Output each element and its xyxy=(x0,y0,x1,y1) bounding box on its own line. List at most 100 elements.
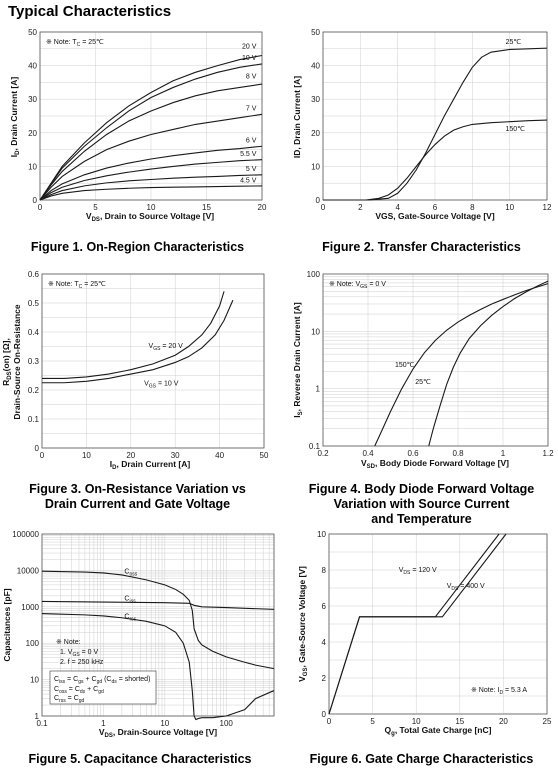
fig4-xtick-label: 0.6 xyxy=(407,449,419,458)
fig3-curves xyxy=(42,291,234,384)
fig1-xtick-label: 5 xyxy=(93,203,98,212)
fig4-xtick-label: 1 xyxy=(501,449,506,458)
fig1-series-line-2 xyxy=(39,83,263,201)
fig4-xtick-label: 0.2 xyxy=(317,449,329,458)
fig4-ytick-label: 10 xyxy=(311,327,320,336)
fig6-xtick-label: 5 xyxy=(370,717,375,726)
fig5-ylabel: Capacitances [pF] xyxy=(2,588,12,661)
fig1-ytick-label: 40 xyxy=(28,62,37,71)
fig3-ylabel-line1: RDS(on) [Ω], xyxy=(1,338,13,386)
fig4-series-line-1 xyxy=(428,280,549,447)
fig6-xtick-label: 10 xyxy=(412,717,421,726)
fig3-ytick-label: 0 xyxy=(35,444,40,453)
fig2-ytick-label: 10 xyxy=(311,162,320,171)
fig5-note-line2: 1. VGS = 0 V xyxy=(60,649,99,658)
fig6-series-label-1: VDS = 400 V xyxy=(447,583,485,592)
fig3-xtick-label: 10 xyxy=(82,451,91,460)
fig3-series-line-0 xyxy=(42,291,225,379)
figure-3-caption: Figure 3. On-Resistance Variation vs Dra… xyxy=(0,482,275,512)
fig1-ylabel: ID, Drain Current [A] xyxy=(9,77,21,158)
fig6-xlabel: Qg, Total Gate Charge [nC] xyxy=(385,725,492,737)
fig6-series-label-0: VDS = 120 V xyxy=(399,567,437,576)
fig1-series-line-7 xyxy=(39,185,263,201)
fig1-series-label-2: 8 V xyxy=(246,74,257,81)
fig3-xtick-label: 50 xyxy=(260,451,269,460)
fig1-series-label-1: 10 V xyxy=(242,55,257,62)
fig4-ticks: 0.2 0.4 0.6 0.8 1 1.2 0.1 1 10 100 xyxy=(307,270,554,458)
fig1-xlabel: VDS, Drain to Source Voltage [V] xyxy=(86,211,214,223)
fig1-series-line-1 xyxy=(39,63,263,201)
fig5-xtick-label: 100 xyxy=(220,719,234,728)
fig2-ytick-label: 30 xyxy=(311,95,320,104)
fig3-note: ※ Note: TC = 25℃ xyxy=(48,281,106,290)
fig5-legend-box: Ciss = Cgs + Cgd (Cds = shorted) Coss = … xyxy=(49,670,157,705)
fig6-xtick-label: 15 xyxy=(455,717,464,726)
fig2-plot-frame xyxy=(322,31,548,201)
fig3-ytick-label: 0.5 xyxy=(28,299,40,308)
fig2-xtick-label: 10 xyxy=(505,203,514,212)
fig1-series-line-5 xyxy=(39,159,263,201)
fig2-xlabel: VGS, Gate-Source Voltage [V] xyxy=(375,211,495,221)
fig5-plot-frame xyxy=(41,533,275,717)
fig2-ylabel: ID, Drain Current [A] xyxy=(292,76,302,158)
fig1-ticks: 0 5 10 15 20 0 10 20 30 40 50 xyxy=(28,28,267,212)
fig2-ytick-label: 40 xyxy=(311,62,320,71)
fig3-xtick-label: 0 xyxy=(40,451,45,460)
fig4-ytick-label: 0.1 xyxy=(309,442,321,451)
fig1-ytick-label: 20 xyxy=(28,129,37,138)
fig2-ytick-label: 20 xyxy=(311,129,320,138)
fig3-plot-frame xyxy=(41,273,265,449)
fig1-series-label-4: 6 V xyxy=(246,138,257,145)
fig1-grid xyxy=(39,31,263,201)
fig5-legend-ciss: Ciss = Cgs + Cgd (Cds = shorted) xyxy=(54,676,150,685)
fig6-grid xyxy=(328,533,548,715)
fig1-note: ※ Note: TC = 25℃ xyxy=(46,39,104,48)
fig2-xtick-label: 4 xyxy=(395,203,400,212)
fig2-ytick-label: 50 xyxy=(311,28,320,37)
fig6-curves xyxy=(328,533,507,715)
fig6-ytick-label: 6 xyxy=(322,602,327,611)
fig1-series-label-3: 7 V xyxy=(246,106,257,113)
fig3-series-line-1 xyxy=(42,299,234,384)
figure-5-caption: Figure 5. Capacitance Characteristics xyxy=(28,752,252,766)
figure-4-caption: Figure 4. Body Diode Forward Voltage Var… xyxy=(285,482,558,527)
fig1-ytick-label: 30 xyxy=(28,95,37,104)
fig5-series-line-1 xyxy=(41,600,275,610)
fig5-ytick-label: 1 xyxy=(35,712,40,721)
page-title: Typical Characteristics xyxy=(8,3,172,20)
figure-4-chart: 0.2 0.4 0.6 0.8 1 1.2 0.1 1 10 100 ※ Note: VGS = … xyxy=(292,270,554,470)
fig2-series-label-1: 150℃ xyxy=(505,126,525,133)
fig5-legend-crss: Crss = Cgd xyxy=(54,695,85,704)
fig5-ytick-label: 100000 xyxy=(12,530,39,539)
fig2-series-line-0 xyxy=(323,47,548,201)
fig3-ytick-label: 0.6 xyxy=(28,270,40,279)
fig5-ytick-label: 10 xyxy=(30,676,39,685)
fig3-ytick-label: 0.3 xyxy=(28,357,40,366)
fig5-xtick-label: 1 xyxy=(101,719,106,728)
fig1-series-line-3 xyxy=(39,113,263,201)
fig4-xtick-label: 0.4 xyxy=(362,449,374,458)
fig3-ticks: 0 10 20 30 40 50 0 0.1 0.2 0.3 0.4 0.5 0.6 xyxy=(28,270,269,460)
fig3-series-label-0: VGS = 20 V xyxy=(149,343,184,352)
fig3-xtick-label: 20 xyxy=(126,451,135,460)
fig2-ticks: 0 2 4 6 8 10 12 0 10 20 30 40 50 xyxy=(311,28,552,212)
fig3-grid xyxy=(41,273,265,449)
fig5-ytick-label: 1000 xyxy=(21,603,39,612)
fig3-ytick-label: 0.2 xyxy=(28,386,40,395)
fig3-series-label-1: VGS = 10 V xyxy=(144,381,179,390)
figure-6-caption: Figure 6. Gate Charge Characteristics xyxy=(309,752,534,766)
fig2-xtick-label: 0 xyxy=(321,203,326,212)
fig5-legend-coss: Coss = Cds + Cgd xyxy=(54,686,104,695)
fig2-xtick-label: 2 xyxy=(358,203,363,212)
fig1-ytick-label: 50 xyxy=(28,28,37,37)
fig1-series-label-7: 4.5 V xyxy=(240,178,257,185)
fig6-xtick-label: 0 xyxy=(327,717,332,726)
fig6-ytick-label: 8 xyxy=(322,566,327,575)
fig5-curves xyxy=(41,570,275,721)
figure-4-caption-line3: and Temperature xyxy=(371,512,472,526)
fig1-xtick-label: 20 xyxy=(258,203,267,212)
figure-3-caption-line1: Figure 3. On-Resistance Variation vs xyxy=(29,482,246,496)
fig6-note: ※ Note: ID = 5.3 A xyxy=(471,687,527,696)
